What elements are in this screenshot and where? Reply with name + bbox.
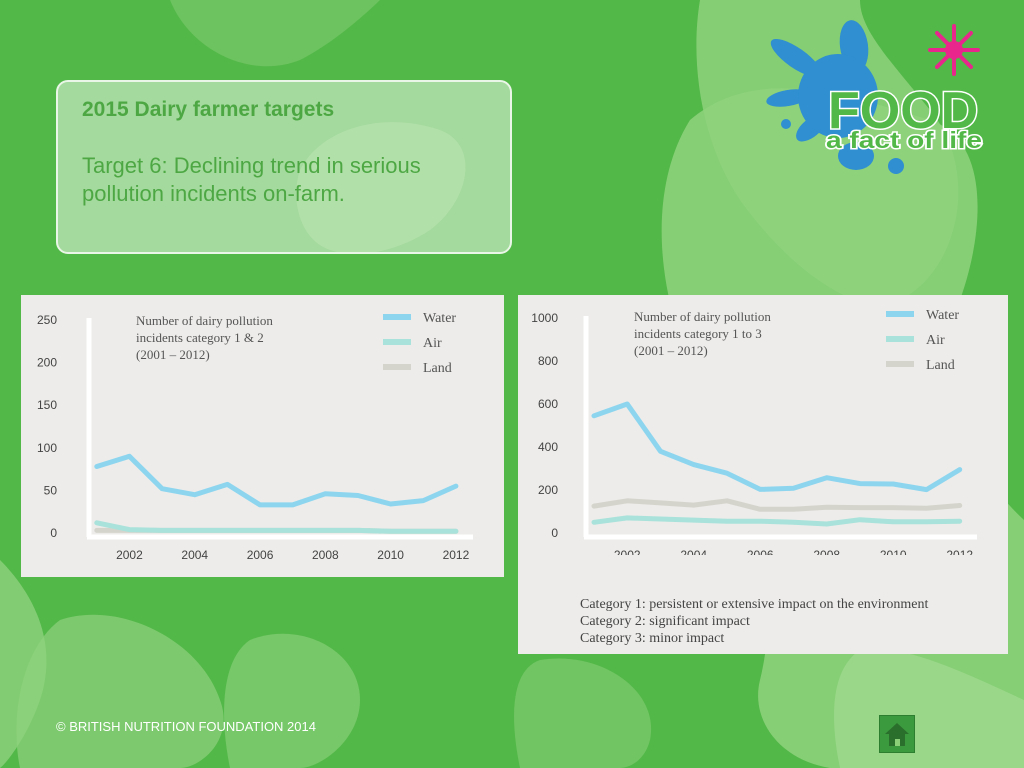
chart-title-line: incidents category 1 to 3 <box>634 326 762 341</box>
series-line-land <box>591 498 963 512</box>
legend-label-land: Land <box>423 361 452 376</box>
legend-label-water: Water <box>423 311 456 326</box>
y-tick-label: 200 <box>37 356 57 370</box>
x-tick-label: 2010 <box>377 548 404 562</box>
home-button[interactable] <box>879 715 915 753</box>
title-box: 2015 Dairy farmer targets Target 6: Decl… <box>56 80 512 254</box>
y-tick-label: 400 <box>538 440 558 454</box>
legend-label-land: Land <box>926 358 955 373</box>
chart-panel-category-1-2: 0 50 100 150 200 250 2002 2004 2006 2008 2010 2012 N… <box>21 295 504 577</box>
x-tick-label: 2010 <box>880 548 907 555</box>
copyright-footer: © BRITISH NUTRITION FOUNDATION 2014 <box>56 719 316 734</box>
logo-tagline: a fact of life <box>826 127 982 153</box>
chart-category-1-3: 0 200 400 600 800 1000 2002 2004 2006 2008 2010 201… <box>531 308 977 555</box>
series-line-water <box>94 453 459 508</box>
category-note: Category 1: persistent or extensive impa… <box>580 597 929 612</box>
chart-panel-category-1-3: 0 200 400 600 800 1000 2002 2004 2006 2008 2010 201… <box>518 295 1008 654</box>
series-line-air <box>94 520 459 534</box>
home-icon <box>885 723 909 746</box>
x-tick-label: 2004 <box>181 548 208 562</box>
category-notes: Category 1: persistent or extensive impa… <box>580 596 928 647</box>
legend-label-air: Air <box>423 336 442 351</box>
chart-category-1-2: 0 50 100 150 200 250 2002 2004 2006 2008 2010 2012 N… <box>37 311 473 562</box>
y-tick-label: 200 <box>538 483 558 497</box>
legend-label-air: Air <box>926 333 945 348</box>
y-tick-label: 0 <box>551 526 558 540</box>
y-tick-label: 150 <box>37 398 57 412</box>
slide-heading: 2015 Dairy farmer targets <box>82 98 335 121</box>
x-tick-label: 2008 <box>813 548 840 555</box>
chart-title-line: Number of dairy pollution <box>634 309 771 324</box>
x-tick-label: 2002 <box>614 548 641 555</box>
slide-body: Target 6: Declining trend in serious pol… <box>82 153 421 206</box>
category-note: Category 3: minor impact <box>580 631 725 646</box>
y-tick-label: 600 <box>538 397 558 411</box>
y-tick-label: 1000 <box>531 311 558 325</box>
x-tick-label: 2006 <box>747 548 774 555</box>
series-line-water <box>591 401 963 493</box>
category-note: Category 2: significant impact <box>580 614 750 629</box>
x-tick-label: 2004 <box>680 548 707 555</box>
y-tick-label: 0 <box>50 526 57 540</box>
y-tick-label: 50 <box>44 483 58 497</box>
x-tick-label: 2006 <box>247 548 274 562</box>
legend-label-water: Water <box>926 308 959 323</box>
chart-title-line: (2001 – 2012) <box>136 347 210 362</box>
series-line-air <box>591 515 963 527</box>
logo-word: FOOD <box>828 82 978 140</box>
chart-title-line: (2001 – 2012) <box>634 343 708 358</box>
x-tick-label: 2008 <box>312 548 339 562</box>
chart-title-line: Number of dairy pollution <box>136 313 273 328</box>
x-tick-label: 2002 <box>116 548 143 562</box>
y-tick-label: 800 <box>538 354 558 368</box>
x-tick-label: 2012 <box>946 548 973 555</box>
chart-title-line: incidents category 1 & 2 <box>136 330 264 345</box>
y-tick-label: 250 <box>37 313 57 327</box>
food-a-fact-of-life-logo: FOOD a fact of life <box>766 20 984 174</box>
y-tick-label: 100 <box>37 441 57 455</box>
x-tick-label: 2012 <box>443 548 470 562</box>
